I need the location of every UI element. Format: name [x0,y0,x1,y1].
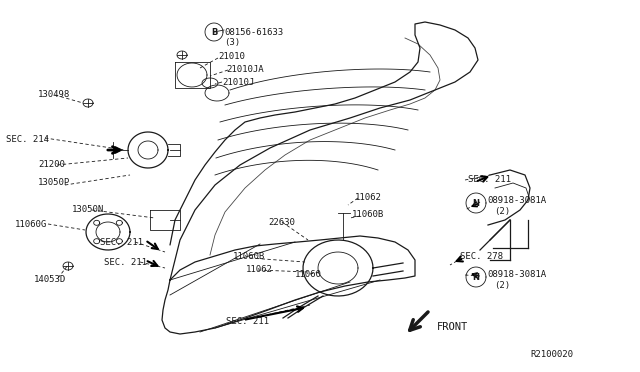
Text: 11062: 11062 [246,265,273,274]
Text: 11060: 11060 [295,270,322,279]
Text: 13050N: 13050N [72,205,104,214]
Text: SEC. 211: SEC. 211 [468,175,511,184]
Text: B: B [211,28,217,36]
Text: 21010JA: 21010JA [226,65,264,74]
Text: (2): (2) [494,207,510,216]
Text: SEC. 214: SEC. 214 [6,135,49,144]
Text: 11060B: 11060B [233,252,265,261]
Text: R2100020: R2100020 [530,350,573,359]
Text: 130498: 130498 [38,90,70,99]
Text: N: N [472,273,479,282]
Text: SEC. 211: SEC. 211 [100,238,143,247]
Text: N: N [472,199,479,208]
Text: 08156-61633
(3): 08156-61633 (3) [224,28,283,47]
Text: 11060G: 11060G [15,220,47,229]
Text: 11060B: 11060B [352,210,384,219]
Text: 21010: 21010 [218,52,245,61]
Text: 11062: 11062 [355,193,382,202]
Text: SEC. 278: SEC. 278 [460,252,503,261]
Text: FRONT: FRONT [437,322,468,332]
Text: 08918-3081A: 08918-3081A [487,270,546,279]
Text: 21200: 21200 [38,160,65,169]
Text: 08918-3081A: 08918-3081A [487,196,546,205]
Text: 13050P: 13050P [38,178,70,187]
Text: SEC. 211: SEC. 211 [104,258,147,267]
Text: 21010J: 21010J [222,78,254,87]
Text: SEC. 211: SEC. 211 [226,317,269,326]
Text: 22630: 22630 [268,218,295,227]
Text: (2): (2) [494,281,510,290]
Text: 14053D: 14053D [34,275,67,284]
